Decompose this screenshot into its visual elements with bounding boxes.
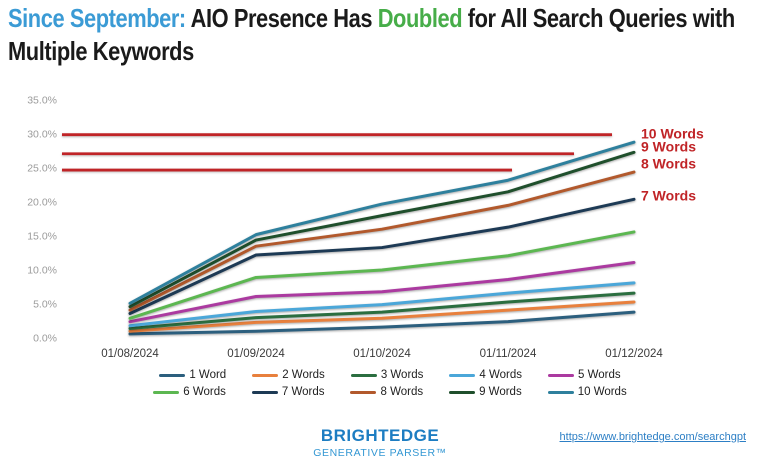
legend-swatch — [251, 390, 278, 394]
legend-row: 1 Word 2 Words 3 Words 4 Words 5 Words — [159, 369, 621, 381]
title-segment: for All Search Queries with — [462, 3, 735, 33]
annotation-label: 9 Words — [641, 138, 696, 154]
chart-legend: 1 Word 2 Words 3 Words 4 Words 5 Words 6 Word… — [0, 369, 780, 398]
legend-label: 10 Words — [577, 386, 627, 398]
chart-canvas: 0.0% 5.0% 10.0% 15.0% 20.0% 25.0% 30.0% 35.0% 01… — [27, 95, 704, 361]
series-10-words — [128, 140, 636, 305]
legend-item: 1 Word — [159, 369, 226, 381]
y-axis-tick: 20.0% — [27, 197, 57, 209]
x-axis-tick: 01/09/2024 — [227, 348, 285, 360]
y-axis-tick: 5.0% — [33, 299, 57, 311]
searchgpt-link[interactable]: https://www.brightedge.com/searchgpt — [559, 431, 746, 443]
y-axis-tick: 30.0% — [27, 129, 57, 141]
legend-item: 6 Words — [153, 386, 226, 398]
legend-item: 8 Words — [350, 386, 423, 398]
legend-label: 2 Words — [282, 369, 325, 381]
page-title: Since September: AIO Presence Has Double… — [8, 2, 780, 67]
legend-label: 6 Words — [183, 386, 226, 398]
legend-label: 8 Words — [380, 386, 424, 398]
annotation-label: 8 Words — [641, 155, 696, 171]
legend-swatch — [547, 390, 574, 394]
series-4-words — [128, 281, 636, 328]
series-8-words — [128, 170, 636, 312]
x-axis-tick: 01/11/2024 — [480, 348, 537, 360]
y-axis-tick: 25.0% — [27, 163, 57, 175]
brand-name: BRIGHTEDGE — [320, 426, 440, 445]
legend-swatch — [350, 390, 377, 394]
series-9-words — [128, 150, 636, 309]
footer: BRIGHTEDGE GENERATIVE PARSER™ https://ww… — [0, 426, 780, 466]
legend-item: 7 Words — [251, 386, 325, 398]
y-axis-tick: 35.0% — [27, 95, 57, 107]
title-segment: Multiple Keywords — [8, 35, 194, 66]
legend-swatch — [153, 390, 180, 394]
legend-item: 9 Words — [449, 386, 522, 398]
x-axis-tick: 01/08/2024 — [101, 348, 159, 360]
annotation-label: 10 Words — [641, 126, 704, 142]
legend-swatch — [548, 373, 575, 377]
series-6-words — [128, 230, 636, 320]
title-segment: AIO Presence Has — [190, 3, 378, 33]
legend-item: 4 Words — [449, 369, 522, 381]
legend-label: 7 Words — [281, 386, 325, 398]
legend-row: 6 Words 7 Words 8 Words 9 Words 10 Words — [153, 386, 627, 398]
annotation-label: 7 Words — [641, 187, 696, 203]
title-line: Since September: AIO Presence Has Double… — [8, 2, 780, 35]
x-axis-tick: 01/12/2024 — [605, 348, 663, 360]
y-axis-tick: 0.0% — [33, 333, 57, 345]
legend-item: 10 Words — [547, 386, 627, 398]
series-3-words — [128, 291, 636, 330]
y-axis-tick: 15.0% — [27, 231, 57, 243]
legend-item: 2 Words — [252, 369, 325, 381]
title-segment: Since September: — [8, 3, 191, 33]
series-1-word — [128, 310, 636, 336]
legend-swatch — [159, 373, 186, 377]
legend-label: 4 Words — [479, 369, 523, 381]
legend-swatch — [252, 373, 279, 377]
series-5-words — [128, 261, 636, 324]
legend-swatch — [350, 373, 377, 377]
series-2-words — [128, 300, 636, 333]
legend-item: 5 Words — [548, 369, 621, 381]
brand-subtitle: GENERATIVE PARSER™ — [313, 447, 447, 459]
legend-item: 3 Words — [350, 369, 424, 381]
brightedge-logo: BRIGHTEDGE GENERATIVE PARSER™ — [300, 426, 460, 459]
x-axis-tick: 01/10/2024 — [353, 348, 411, 360]
legend-label: 3 Words — [380, 369, 424, 381]
legend-label: 9 Words — [479, 386, 522, 398]
legend-swatch — [449, 390, 476, 394]
legend-label: 5 Words — [578, 369, 621, 381]
title-segment: Doubled — [377, 3, 463, 33]
title-line: Multiple Keywords — [8, 35, 780, 68]
y-axis-tick: 10.0% — [27, 265, 57, 277]
series-7-words — [128, 197, 636, 316]
legend-swatch — [449, 373, 476, 377]
legend-label: 1 Word — [189, 369, 227, 381]
aio-presence-chart: 0.0% 5.0% 10.0% 15.0% 20.0% 25.0% 30.0% 35.0% 01… — [0, 88, 780, 373]
